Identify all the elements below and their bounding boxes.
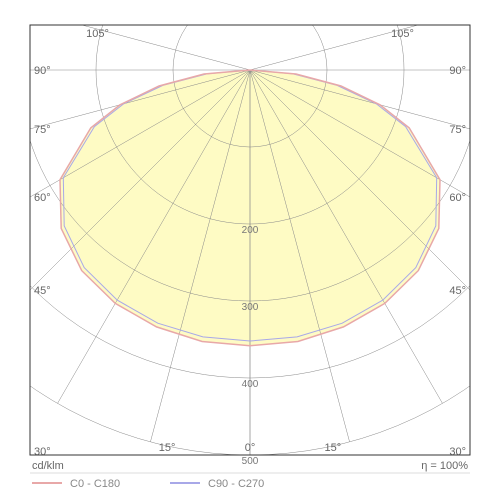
legend-label-c0: C0 - C180 [70,478,120,490]
radial-label: 400 [242,379,259,390]
angle-label: 105° [86,28,109,40]
angle-label: 75° [34,124,51,136]
radial-label: 200 [242,225,259,236]
angle-label: 90° [34,65,51,77]
angle-label: 60° [34,192,51,204]
angle-label: 75° [449,124,466,136]
unit-label: cd/klm [32,460,64,472]
radial-label: 300 [242,302,259,313]
eta-label: η = 100% [421,460,468,472]
angle-label: 60° [449,192,466,204]
angle-label: 0° [245,442,256,454]
angle-label: 30° [34,446,51,458]
angle-label: 105° [391,28,414,40]
angle-label: 90° [449,65,466,77]
angle-line [250,0,500,70]
polar-plot: 105° 90° 75° 60° 45° 30° 15° 105° 90° 75° 60° 45° 30… [0,0,500,500]
angle-label: 15° [325,442,342,454]
polar-light-distribution-diagram: { "chart": { "type": "polar-light-distri… [0,0,500,500]
angle-label: 30° [449,446,466,458]
radial-label: 500 [242,456,259,467]
legend-label-c90: C90 - C270 [208,478,264,490]
angle-label: 45° [34,285,51,297]
angle-label: 15° [159,442,176,454]
angle-label: 45° [449,285,466,297]
angle-line [0,0,250,70]
